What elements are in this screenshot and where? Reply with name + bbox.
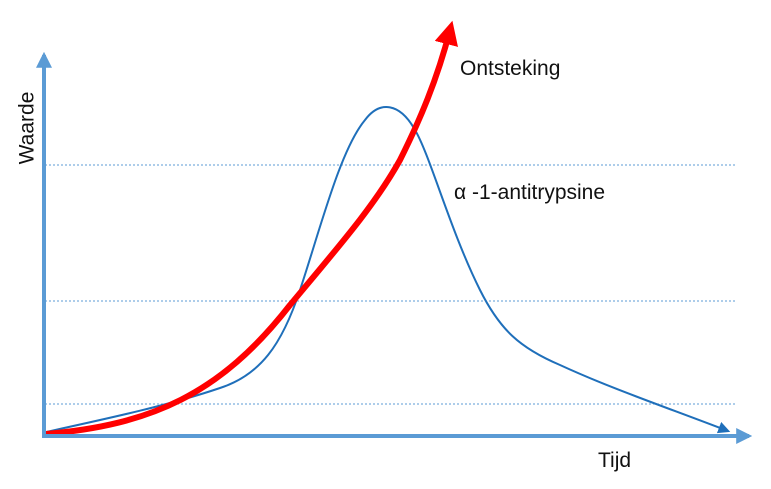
ontsteking-label: Ontsteking [460,57,561,80]
x-axis-label: Tijd [598,449,632,472]
y-axis-label: Waarde [15,91,39,165]
alpha-1-antitrypsine-label: α -1-antitrypsine [454,181,606,204]
ontsteking-curve [43,20,458,437]
alpha-1-antitrypsine-curve [45,106,731,434]
